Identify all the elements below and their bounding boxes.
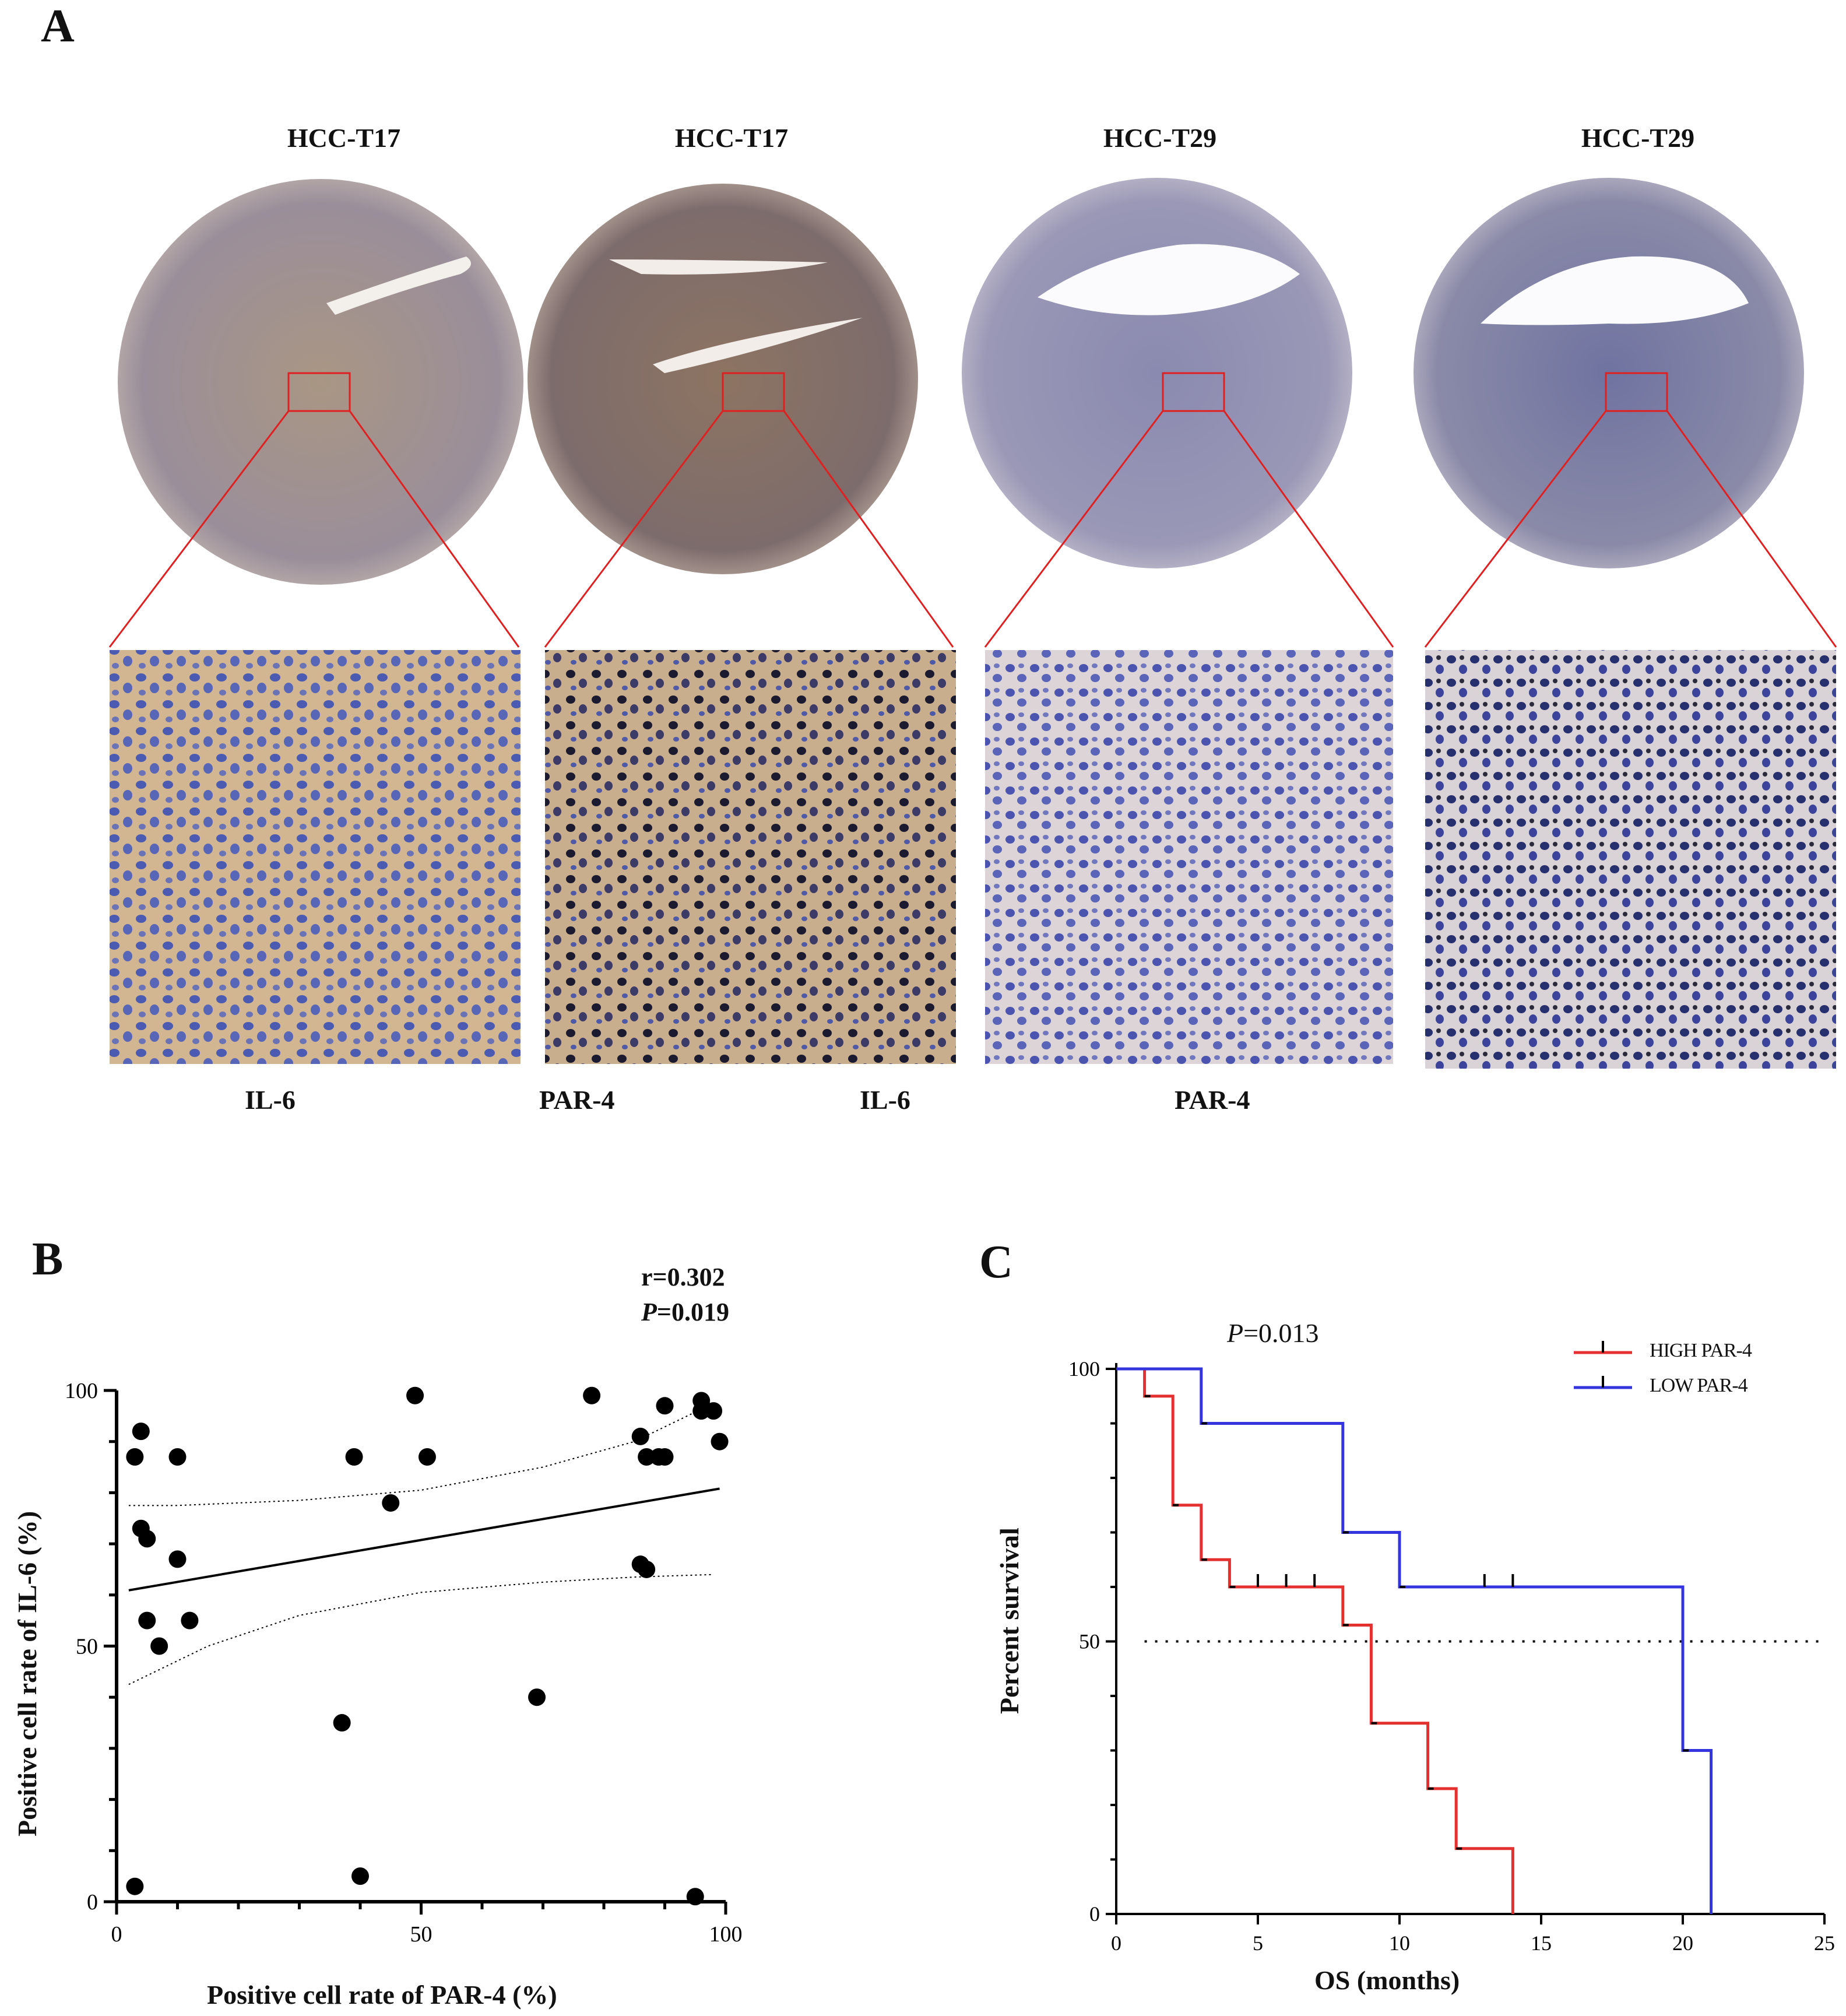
scatter-point xyxy=(528,1688,546,1706)
regression-line xyxy=(128,1487,720,1592)
survival-x-tick-label: 20 xyxy=(1672,1931,1693,1955)
scatter-point xyxy=(168,1550,187,1568)
legend-high-label: HIGH PAR-4 xyxy=(1650,1340,1752,1361)
survival-y-tick-label: 100 xyxy=(1068,1357,1100,1381)
scatter-y-tick-label: 0 xyxy=(87,1890,98,1915)
tma-core-3 xyxy=(962,178,1352,568)
micrograph-par4-t17 xyxy=(545,650,956,1064)
stain-label-1: IL-6 xyxy=(245,1085,296,1115)
tma-core-1 xyxy=(118,179,523,585)
scatter-point xyxy=(333,1714,351,1732)
core-title-4: HCC-T29 xyxy=(1581,123,1695,153)
km-curve-low-par4 xyxy=(1116,1367,1713,1914)
zoom-box-1 xyxy=(287,372,351,412)
scatter-point xyxy=(638,1560,656,1578)
logrank-p: P=0.013 xyxy=(1227,1318,1319,1348)
stain-label-2: PAR-4 xyxy=(539,1085,615,1115)
scatter-xlabel: Positive cell rate of PAR-4 (%) xyxy=(207,1980,557,2010)
scatter-point xyxy=(345,1448,363,1466)
scatter-point xyxy=(168,1448,187,1466)
logrank-p-italic: P xyxy=(1227,1318,1244,1348)
logrank-p-value: =0.013 xyxy=(1243,1318,1319,1348)
survival-x-tick-label: 25 xyxy=(1814,1931,1835,1955)
scatter-x-tick-label: 50 xyxy=(410,1922,433,1947)
survival-x-tick-label: 10 xyxy=(1389,1931,1410,1955)
scatter-point xyxy=(418,1448,436,1466)
scatter-point xyxy=(150,1637,168,1655)
zoom-box-3 xyxy=(1162,372,1225,412)
scatter-point xyxy=(656,1448,674,1466)
tissue-microarray-figure xyxy=(108,178,1837,1069)
survival-y-tick-label: 0 xyxy=(1089,1902,1100,1926)
micrograph-par4-t29 xyxy=(1425,650,1836,1069)
scatter-point xyxy=(583,1386,601,1404)
panel-c-letter: C xyxy=(979,1237,1013,1288)
scatter-point xyxy=(138,1611,156,1629)
survival-ylabel: Percent survival xyxy=(994,1527,1024,1714)
stain-label-4: PAR-4 xyxy=(1175,1085,1250,1115)
scatter-y-tick-label: 50 xyxy=(76,1635,98,1659)
core-title-3: HCC-T29 xyxy=(1103,123,1217,153)
survival-y-tick-label: 50 xyxy=(1079,1630,1100,1653)
scatter-point xyxy=(686,1888,704,1906)
scatter-x-tick-label: 100 xyxy=(709,1922,743,1947)
survival-xlabel: OS (months) xyxy=(1314,1965,1460,1995)
scatter-point xyxy=(126,1877,144,1895)
scatter-x-tick-label: 0 xyxy=(111,1922,122,1947)
scatter-point xyxy=(656,1397,674,1415)
scatter-point xyxy=(351,1867,369,1885)
scatter-y-tick-label: 100 xyxy=(65,1379,98,1403)
core-title-1: HCC-T17 xyxy=(287,123,401,153)
micrograph-il6-t17 xyxy=(110,650,521,1064)
correlation-p: P=0.019 xyxy=(641,1297,729,1327)
correlation-r: r=0.302 xyxy=(641,1263,725,1291)
km-curve-high-par4 xyxy=(1116,1367,1514,1914)
p-italic: P xyxy=(641,1298,657,1326)
confidence-band-lower xyxy=(128,1574,714,1685)
survival-x-tick-label: 5 xyxy=(1253,1931,1263,1955)
survival-x-tick-label: 15 xyxy=(1531,1931,1552,1955)
scatter-point xyxy=(132,1423,150,1441)
scatter-point xyxy=(638,1448,656,1466)
scatter-point xyxy=(406,1386,424,1404)
core-title-2: HCC-T17 xyxy=(674,123,789,153)
zoom-box-2 xyxy=(722,372,785,412)
panel-b-letter: B xyxy=(32,1234,64,1285)
scatter-point xyxy=(126,1448,144,1466)
zoom-box-4 xyxy=(1605,372,1668,412)
stain-label-3: IL-6 xyxy=(860,1085,910,1115)
scatter-point xyxy=(382,1494,400,1512)
micrograph-il6-t29 xyxy=(985,650,1393,1064)
panel-a-letter: A xyxy=(41,1,75,52)
zoom-connectors xyxy=(108,410,1837,648)
scatter-point xyxy=(705,1402,723,1420)
legend-low-label: LOW PAR-4 xyxy=(1650,1375,1748,1396)
scatter-point xyxy=(631,1427,649,1445)
scatter-point xyxy=(181,1611,199,1629)
scatter-point xyxy=(692,1402,711,1420)
p-value: =0.019 xyxy=(656,1298,729,1326)
survival-x-tick-label: 0 xyxy=(1111,1931,1121,1955)
scatter-point xyxy=(711,1432,729,1450)
scatter-point xyxy=(138,1530,156,1548)
